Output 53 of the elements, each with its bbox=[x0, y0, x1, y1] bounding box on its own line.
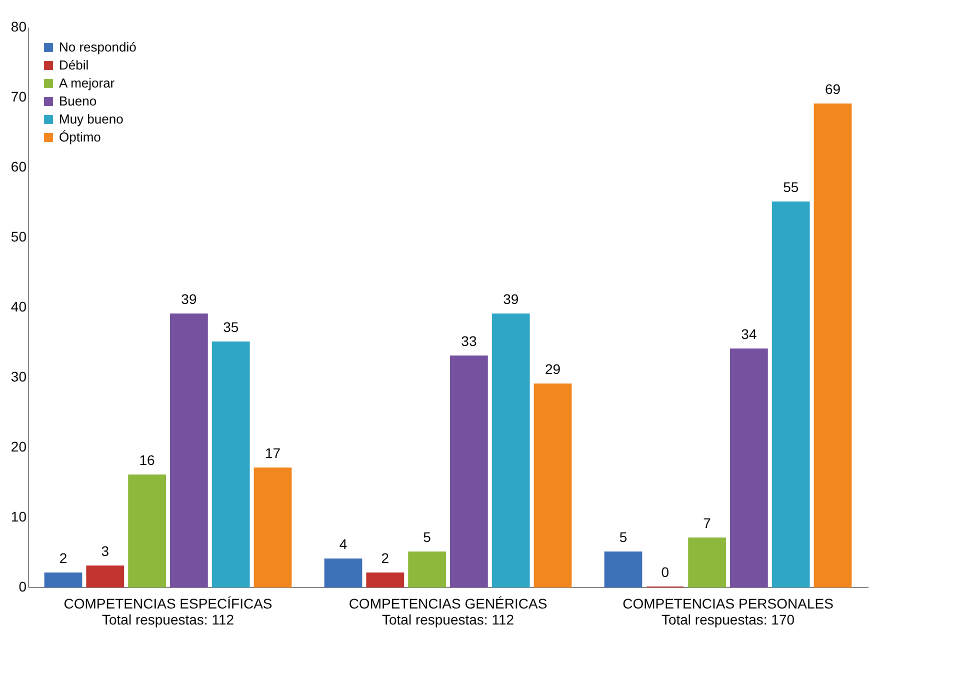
data-label: 29 bbox=[544, 361, 561, 377]
legend-label: Bueno bbox=[59, 94, 97, 108]
bar bbox=[604, 552, 642, 588]
data-label: 16 bbox=[139, 452, 156, 468]
data-label: 39 bbox=[503, 291, 519, 307]
bar bbox=[366, 572, 404, 588]
bar bbox=[730, 348, 768, 588]
data-label: 35 bbox=[223, 319, 239, 335]
y-tick-label: 30 bbox=[10, 368, 27, 384]
data-label: 0 bbox=[661, 564, 670, 580]
bar bbox=[814, 104, 852, 588]
x-tick-label: COMPETENCIAS GENÉRICAS Total respuestas: 112 bbox=[348, 596, 548, 628]
y-tick-label: 60 bbox=[10, 158, 27, 174]
y-tick-label: 50 bbox=[10, 228, 27, 244]
x-tick-label: COMPETENCIAS ESPECÍFICAS Total respuestas: 112 bbox=[64, 596, 272, 628]
bar bbox=[534, 384, 572, 588]
data-label: 4 bbox=[339, 536, 348, 552]
data-label: 39 bbox=[181, 291, 197, 307]
y-tick-label: 10 bbox=[10, 508, 27, 524]
x-tick-label: COMPETENCIAS PERSONALES Total respuestas: 170 bbox=[622, 596, 834, 628]
bar bbox=[324, 558, 362, 588]
data-label: 5 bbox=[619, 529, 628, 545]
bar bbox=[408, 552, 446, 588]
data-label: 2 bbox=[381, 550, 390, 566]
y-tick-label: 80 bbox=[10, 18, 27, 34]
legend-label: No respondió bbox=[59, 40, 136, 54]
y-tick-label: 0 bbox=[18, 578, 27, 594]
legend-label: A mejorar bbox=[59, 76, 116, 90]
data-label: 2 bbox=[59, 550, 68, 566]
legend-label: Muy bueno bbox=[59, 112, 124, 126]
bar bbox=[212, 342, 250, 588]
bar bbox=[772, 202, 810, 588]
bar bbox=[254, 468, 292, 588]
data-label: 17 bbox=[264, 445, 281, 461]
bar bbox=[128, 474, 166, 588]
y-tick-label: 40 bbox=[10, 298, 27, 314]
data-label: 34 bbox=[741, 326, 757, 342]
data-label: 69 bbox=[824, 81, 841, 97]
legend-label: Débil bbox=[59, 58, 89, 72]
data-label: 7 bbox=[703, 515, 712, 531]
data-label: 3 bbox=[101, 543, 110, 559]
bar bbox=[450, 356, 488, 588]
bar bbox=[44, 572, 82, 588]
bar bbox=[86, 566, 124, 588]
legend-label: Óptimo bbox=[59, 130, 101, 144]
data-label: 5 bbox=[423, 529, 432, 545]
y-tick-label: 20 bbox=[10, 438, 27, 454]
data-label: 55 bbox=[783, 179, 799, 195]
bar bbox=[688, 538, 726, 588]
y-tick-label: 70 bbox=[10, 88, 27, 104]
bar bbox=[170, 314, 208, 588]
bar bbox=[492, 314, 530, 588]
data-label: 33 bbox=[461, 333, 477, 349]
